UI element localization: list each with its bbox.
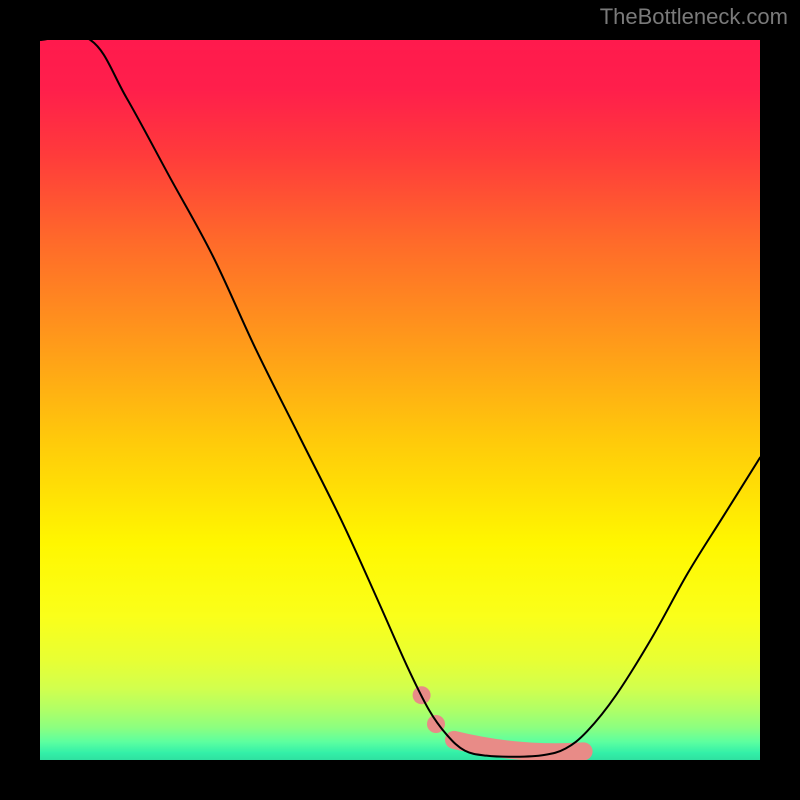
plot-area	[40, 40, 760, 760]
watermark-text: TheBottleneck.com	[600, 4, 788, 30]
bottleneck-curve	[40, 40, 760, 757]
chart-wrapper: TheBottleneck.com	[0, 0, 800, 800]
curve-overlay	[40, 40, 760, 760]
marker-bottom-band	[454, 740, 584, 752]
